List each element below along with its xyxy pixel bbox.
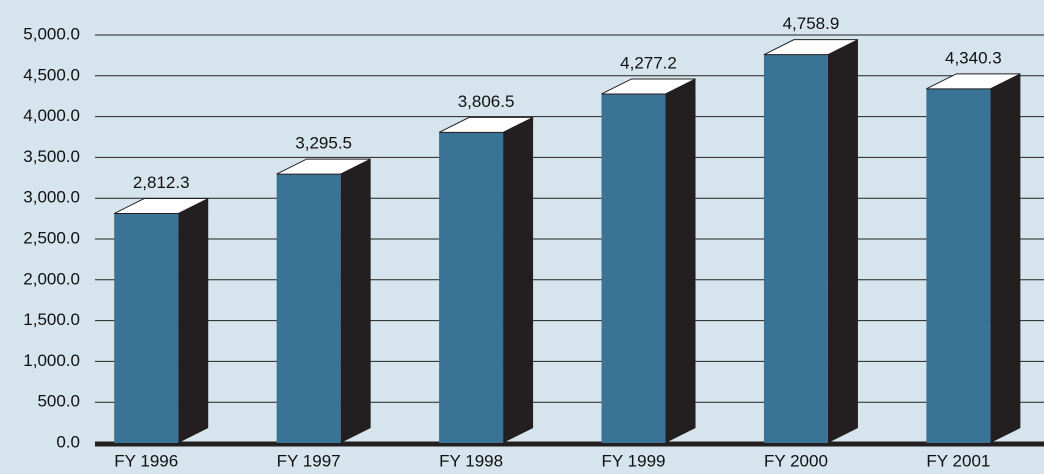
y-tick-label: 0.0 <box>56 432 80 451</box>
x-tick-label: FY 1998 <box>439 451 503 470</box>
y-tick-label: 500.0 <box>37 392 80 411</box>
bar-side <box>503 117 534 444</box>
bar-side <box>665 78 696 444</box>
bar-top <box>926 73 1021 90</box>
value-label: 3,806.5 <box>458 92 515 111</box>
bar-top <box>113 198 209 215</box>
y-tick-label: 3,500.0 <box>23 147 80 166</box>
bar-top <box>438 116 534 133</box>
bar-side <box>827 39 858 443</box>
value-label: 2,812.3 <box>133 173 190 192</box>
bar <box>763 54 828 443</box>
y-tick-label: 1,000.0 <box>23 351 80 370</box>
value-label: 4,758.9 <box>783 14 840 33</box>
x-tick-label: FY 1996 <box>114 451 178 470</box>
bar-top <box>601 78 696 95</box>
y-tick-label: 1,500.0 <box>23 310 80 329</box>
y-tick-label: 4,500.0 <box>23 65 80 84</box>
value-label: 3,295.5 <box>295 134 352 153</box>
bar-top <box>276 158 371 175</box>
value-label: 4,340.3 <box>945 48 1002 67</box>
x-tick-label: FY 1997 <box>277 451 341 470</box>
bar <box>926 88 991 444</box>
y-tick-label: 2,000.0 <box>23 269 80 288</box>
y-tick-label: 5,000.0 <box>23 24 80 43</box>
x-tick-label: FY 2000 <box>764 451 828 470</box>
bar <box>439 132 504 444</box>
y-tick-label: 3,000.0 <box>23 188 80 207</box>
bar <box>601 93 666 444</box>
y-tick-label: 2,500.0 <box>23 228 80 247</box>
y-tick-label: 4,000.0 <box>23 106 80 125</box>
bar-side <box>990 73 1021 444</box>
bar <box>114 213 179 443</box>
bar-top <box>763 39 859 56</box>
x-tick-label: FY 2001 <box>926 451 990 470</box>
x-tick-label: FY 1999 <box>602 451 666 470</box>
value-label: 4,277.2 <box>620 53 677 72</box>
bar-side <box>340 159 371 443</box>
bar <box>276 174 341 443</box>
bar-side <box>178 198 209 443</box>
